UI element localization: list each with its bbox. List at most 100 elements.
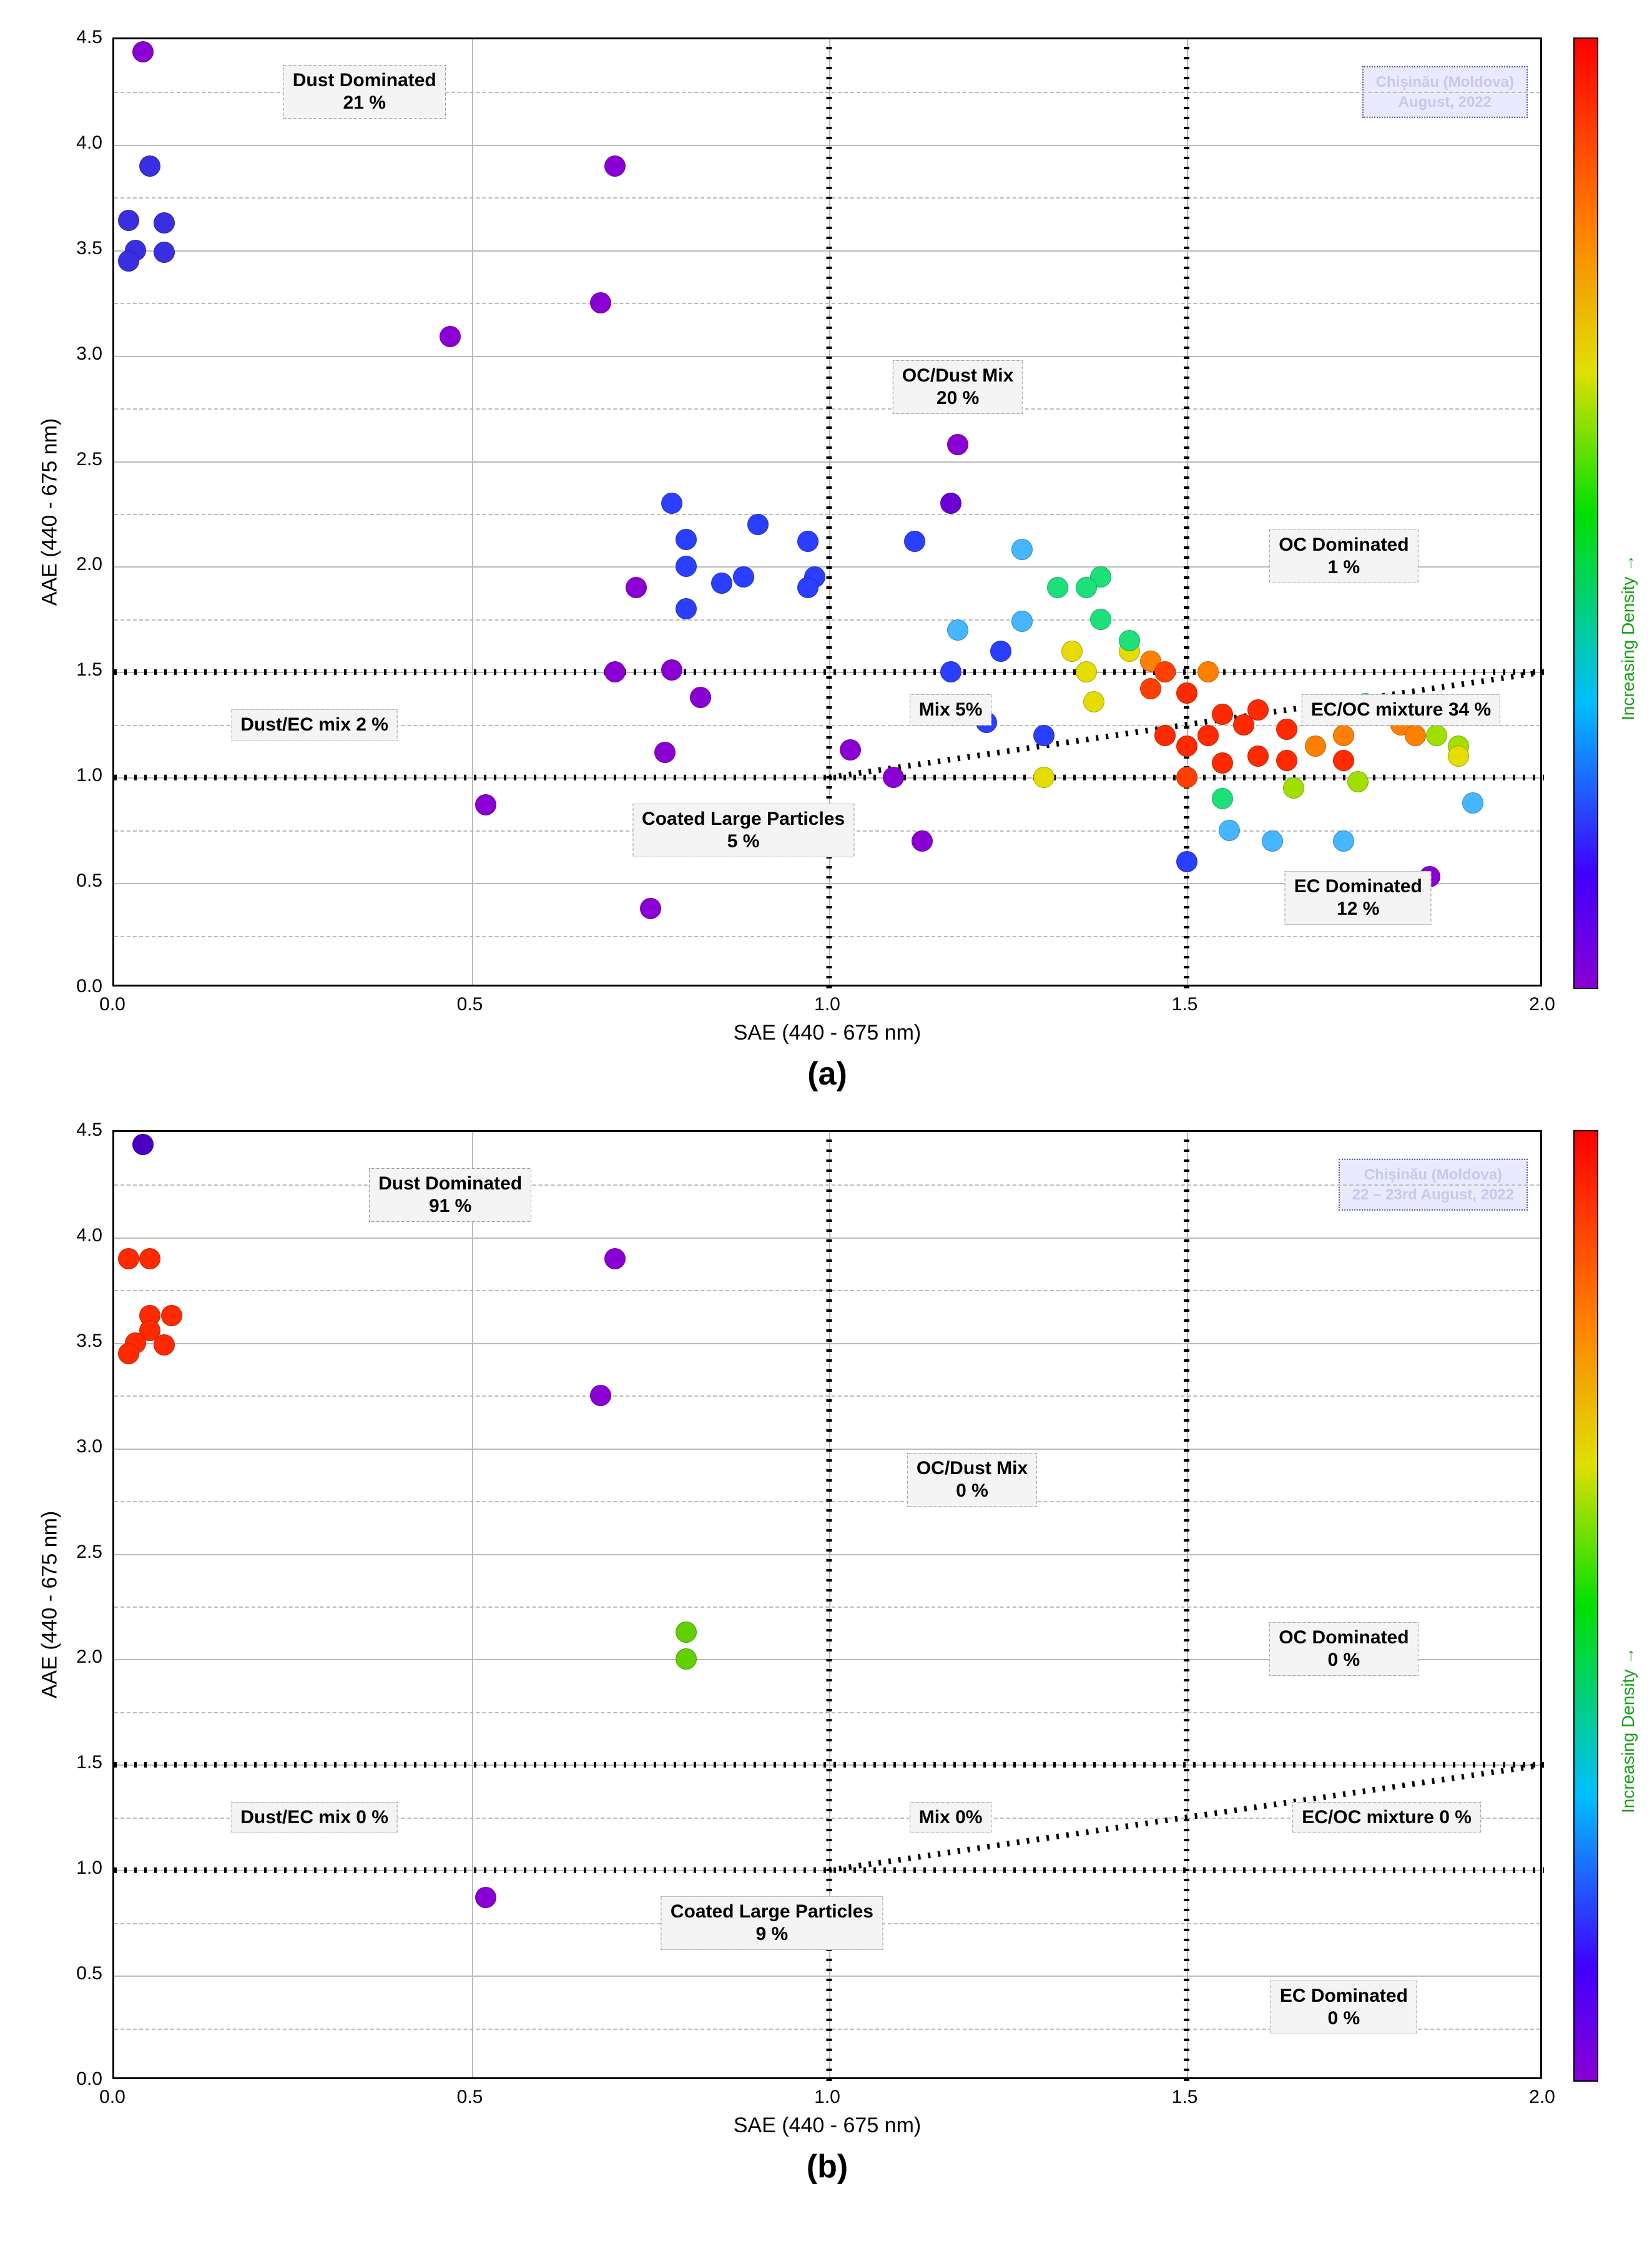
colorbar-label: Increasing Density → (1618, 554, 1638, 721)
scatter-point (1448, 746, 1469, 767)
scatter-point (1047, 577, 1068, 598)
scatter-point (590, 1385, 611, 1406)
ytick-label: 4.5 (76, 1120, 102, 1141)
scatter-point (604, 155, 626, 177)
region-label-coated: Coated Large Particles5 % (632, 804, 854, 857)
scatter-point (1212, 788, 1233, 809)
scatter-point (883, 767, 904, 788)
scatter-point (475, 794, 496, 815)
scatter-point (947, 434, 968, 455)
region-label-percent: 9 % (671, 1923, 873, 1946)
region-label-text: EC Dominated (1280, 1985, 1408, 2007)
plot-area: Dust Dominated21 %OC/Dust Mix20 %OC Domi… (112, 37, 1542, 987)
scatter-point (904, 531, 925, 552)
xtick-label: 1.0 (814, 994, 840, 1015)
y-axis-label: AAE (440 - 675 nm) (38, 1511, 62, 1698)
ytick-label: 4.5 (76, 27, 102, 48)
scatter-point (640, 898, 661, 919)
region-label-mix: Mix 5% (910, 694, 992, 726)
scatter-point (947, 619, 968, 641)
scatter-point (1061, 641, 1083, 662)
region-label-text: OC Dominated (1279, 1626, 1409, 1649)
scatter-point (132, 41, 154, 62)
colorbar-label: Increasing Density → (1618, 1647, 1638, 1813)
ytick-label: 1.5 (76, 1752, 102, 1773)
ytick-label: 4.0 (76, 1225, 102, 1246)
scatter-point (912, 830, 933, 852)
scatter-point (132, 1134, 154, 1155)
region-label-text: Dust Dominated (378, 1173, 522, 1195)
region-label-text: EC Dominated (1294, 875, 1422, 898)
scatter-point (1176, 736, 1197, 757)
x-axis-label: SAE (440 - 675 nm) (734, 1021, 921, 1045)
subplot-label: (a) (807, 1055, 847, 1093)
region-label-text: Dust Dominated (293, 69, 436, 92)
scatter-point (1333, 830, 1354, 852)
scatter-point (1033, 725, 1055, 746)
xtick-label: 2.0 (1529, 994, 1555, 1015)
region-label-text: Dust/EC mix 0 % (240, 1806, 388, 1829)
scatter-point (1083, 691, 1104, 712)
colorbar (1573, 37, 1598, 989)
ytick-label: 2.5 (76, 449, 102, 470)
region-label-ec_oc_mix: EC/OC mixture 34 % (1302, 694, 1500, 726)
ytick-label: 2.5 (76, 1542, 102, 1563)
xtick-label: 0.0 (99, 994, 125, 1015)
region-label-dust_ec_mix: Dust/EC mix 2 % (231, 709, 398, 741)
ytick-label: 1.0 (76, 765, 102, 786)
scatter-point (161, 1305, 182, 1326)
scatter-point (1197, 725, 1219, 746)
scatter-point (604, 661, 626, 682)
scatter-point (676, 1622, 697, 1643)
scatter-point (747, 514, 769, 535)
scatter-point (1333, 725, 1354, 746)
ytick-label: 0.5 (76, 1963, 102, 1984)
xtick-label: 1.5 (1172, 2087, 1198, 2108)
region-label-coated: Coated Large Particles9 % (661, 1896, 883, 1950)
scatter-point (690, 687, 711, 708)
scatter-point (1305, 736, 1326, 757)
region-label-percent: 5 % (642, 830, 845, 853)
y-axis-label: AAE (440 - 675 nm) (38, 418, 62, 606)
scatter-point (661, 493, 682, 514)
region-label-ec_oc_mix: EC/OC mixture 0 % (1292, 1802, 1481, 1833)
scatter-point (676, 598, 697, 619)
scatter-point (1212, 704, 1233, 725)
scatter-point (118, 1343, 139, 1364)
scatter-point (118, 1248, 139, 1269)
region-label-percent: 21 % (293, 92, 436, 114)
panel-b: Dust Dominated91 %OC/Dust Mix0 %OC Domin… (25, 1118, 1627, 2185)
region-label-percent: 0 % (1280, 2007, 1408, 2030)
subplot-label: (b) (807, 2148, 848, 2185)
ytick-label: 3.5 (76, 1331, 102, 1352)
scatter-point (118, 250, 139, 272)
scatter-point (475, 1887, 496, 1908)
scatter-point (154, 1334, 175, 1356)
scatter-point (1276, 750, 1297, 771)
region-label-text: EC/OC mixture 0 % (1302, 1806, 1472, 1829)
ytick-label: 1.0 (76, 1858, 102, 1879)
scatter-point (1176, 767, 1197, 788)
region-label-oc_dust_mix: OC/Dust Mix0 % (907, 1453, 1037, 1507)
xtick-label: 1.0 (814, 2087, 840, 2108)
region-label-dust_dominated: Dust Dominated21 % (283, 65, 446, 119)
scatter-point (1197, 661, 1219, 682)
scatter-point (840, 739, 861, 760)
region-label-ec_dominated: EC Dominated0 % (1271, 1981, 1417, 2034)
region-label-text: OC Dominated (1279, 534, 1409, 556)
scatter-point (1154, 725, 1176, 746)
xtick-label: 0.5 (457, 2087, 483, 2108)
scatter-point (1033, 767, 1055, 788)
xtick-label: 0.5 (457, 994, 483, 1015)
plot-area: Dust Dominated91 %OC/Dust Mix0 %OC Domin… (112, 1130, 1542, 2079)
scatter-point (940, 493, 961, 514)
scatter-point (654, 742, 676, 763)
scatter-point (733, 566, 754, 588)
ytick-label: 2.0 (76, 554, 102, 575)
ytick-label: 0.0 (76, 2069, 102, 2090)
scatter-point (797, 531, 819, 552)
scatter-point (1119, 630, 1140, 651)
ytick-label: 3.0 (76, 1436, 102, 1457)
scatter-point (1276, 719, 1297, 740)
region-label-text: EC/OC mixture 34 % (1311, 699, 1491, 721)
